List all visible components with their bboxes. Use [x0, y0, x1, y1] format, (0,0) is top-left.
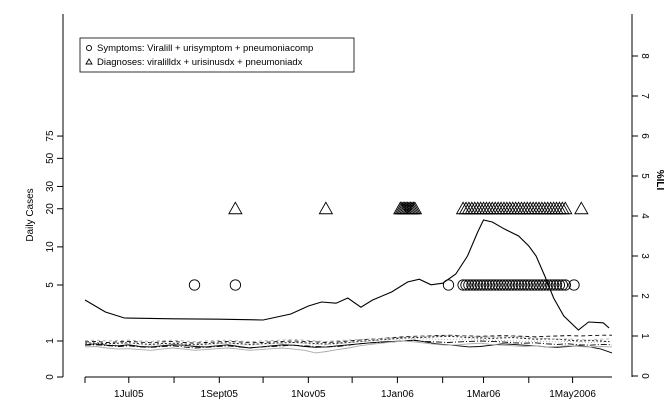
- y-tick-label: 5: [45, 282, 56, 288]
- x-axis-ticks: 1Jul05 1Sept05 1Nov05 1Jan06 1Mar06 1May2006: [84, 377, 596, 400]
- symptom-alert-marker: [229, 279, 242, 291]
- symptom-alert-marker: [486, 279, 498, 291]
- symptom-alert-marker: [559, 279, 571, 291]
- left-axis-ticks: 0 1 5 10 20 30 50 75: [45, 130, 63, 380]
- diagnosis-alert-markers: [228, 201, 589, 215]
- y-tick-label: 0: [45, 374, 56, 380]
- symptom-alert-marker: [457, 279, 469, 291]
- daily-case-series: [84, 334, 613, 354]
- symptom-alert-marker: [504, 279, 516, 291]
- x-tick-label: 1Nov05: [291, 389, 326, 400]
- y2-tick-label: 0: [639, 373, 650, 379]
- symptom-alert-marker: [492, 279, 504, 291]
- y-tick-label: 50: [45, 152, 56, 164]
- symptom-alert-marker: [495, 279, 507, 291]
- x-tick-label: 1Mar06: [467, 389, 501, 400]
- y-tick-label: 10: [45, 241, 56, 253]
- y2-tick-label: 3: [639, 253, 650, 259]
- x-tick-label: 1May2006: [549, 389, 596, 400]
- symptom-alert-marker: [480, 279, 493, 291]
- symptom-alert-marker: [188, 279, 201, 291]
- symptom-alert-marker: [477, 279, 490, 291]
- symptom-alert-marker: [463, 279, 475, 291]
- symptom-alert-marker: [474, 279, 487, 291]
- symptom-alert-marker: [553, 279, 566, 291]
- legend-diagnosis-label: Diagnoses: viralilldx + urisinusdx + pne…: [97, 57, 303, 68]
- symptom-alert-marker: [466, 279, 478, 291]
- symptom-alert-marker: [472, 279, 484, 291]
- symptom-alert-marker: [501, 279, 513, 291]
- y2-tick-label: 5: [639, 173, 650, 179]
- legend-symptom-circle-icon: [85, 44, 93, 52]
- daily-series-line: [84, 335, 613, 343]
- y-tick-label: 1: [45, 338, 56, 344]
- y-tick-label: 75: [45, 130, 56, 142]
- symptom-alert-marker: [556, 279, 569, 291]
- symptom-alert-marker: [545, 279, 557, 291]
- symptom-alert-marker: [524, 279, 536, 291]
- y-tick-label: 30: [45, 180, 56, 192]
- diagnosis-alert-marker: [558, 201, 573, 215]
- y2-tick-label: 7: [639, 93, 650, 99]
- y2-tick-label: 1: [639, 333, 650, 339]
- y-axis-label: Daily Cases: [25, 188, 36, 241]
- legend-box: [79, 37, 355, 73]
- symptom-alert-marker: [521, 279, 533, 291]
- symptom-alert-marker: [498, 279, 510, 291]
- symptom-alert-marker: [507, 279, 519, 291]
- symptom-alert-markers: [188, 279, 580, 291]
- right-axis-ticks: 0 1 2 3 4 5 6 7 8: [632, 53, 650, 379]
- symptom-alert-marker: [515, 279, 528, 291]
- symptom-alert-marker: [527, 279, 539, 291]
- daily-series-line: [84, 337, 613, 347]
- symptom-alert-marker: [550, 279, 563, 291]
- y2-tick-label: 4: [639, 213, 650, 219]
- y2-axis-label: %ILI: [654, 170, 665, 191]
- symptom-alert-marker: [469, 279, 481, 291]
- diagnosis-alert-marker: [228, 201, 243, 215]
- legend-symptom-label: Symptoms: Viralill + urisymptom + pneumo…: [97, 43, 313, 54]
- symptom-alert-marker: [547, 279, 560, 291]
- daily-series-line: [84, 340, 613, 349]
- symptom-alert-marker: [536, 279, 548, 291]
- y-tick-label: 20: [45, 203, 56, 215]
- symptom-alert-marker: [518, 279, 531, 291]
- legend: Symptoms: Viralill + urisymptom + pneumo…: [79, 37, 355, 73]
- diagnosis-alert-marker: [574, 201, 589, 215]
- daily-series-line: [84, 335, 613, 346]
- symptom-alert-marker: [510, 279, 522, 291]
- symptom-alert-marker: [460, 279, 472, 291]
- y2-tick-label: 6: [639, 133, 650, 139]
- symptom-alert-marker: [489, 279, 501, 291]
- symptom-alert-marker: [530, 279, 542, 291]
- symptom-alert-marker: [512, 279, 525, 291]
- x-tick-label: 1Jul05: [114, 389, 144, 400]
- x-tick-label: 1Sept05: [201, 389, 239, 400]
- symptom-alert-marker: [539, 279, 551, 291]
- symptom-alert-marker: [483, 279, 496, 291]
- symptom-alert-marker: [533, 279, 545, 291]
- daily-series-line: [84, 334, 612, 344]
- y2-tick-label: 8: [639, 53, 650, 59]
- diagnosis-alert-marker: [318, 201, 334, 215]
- diagnosis-alert-marker: [407, 201, 423, 215]
- daily-series-line: [84, 340, 613, 354]
- symptom-alert-marker: [442, 279, 455, 291]
- ili-series: [84, 219, 610, 331]
- y2-tick-label: 2: [639, 293, 650, 299]
- x-tick-label: 1Jan06: [381, 389, 414, 400]
- symptom-alert-marker: [568, 279, 580, 291]
- ili-line: [84, 219, 610, 331]
- symptom-alert-marker: [542, 279, 554, 291]
- legend-diagnosis-triangle-icon: [85, 58, 93, 65]
